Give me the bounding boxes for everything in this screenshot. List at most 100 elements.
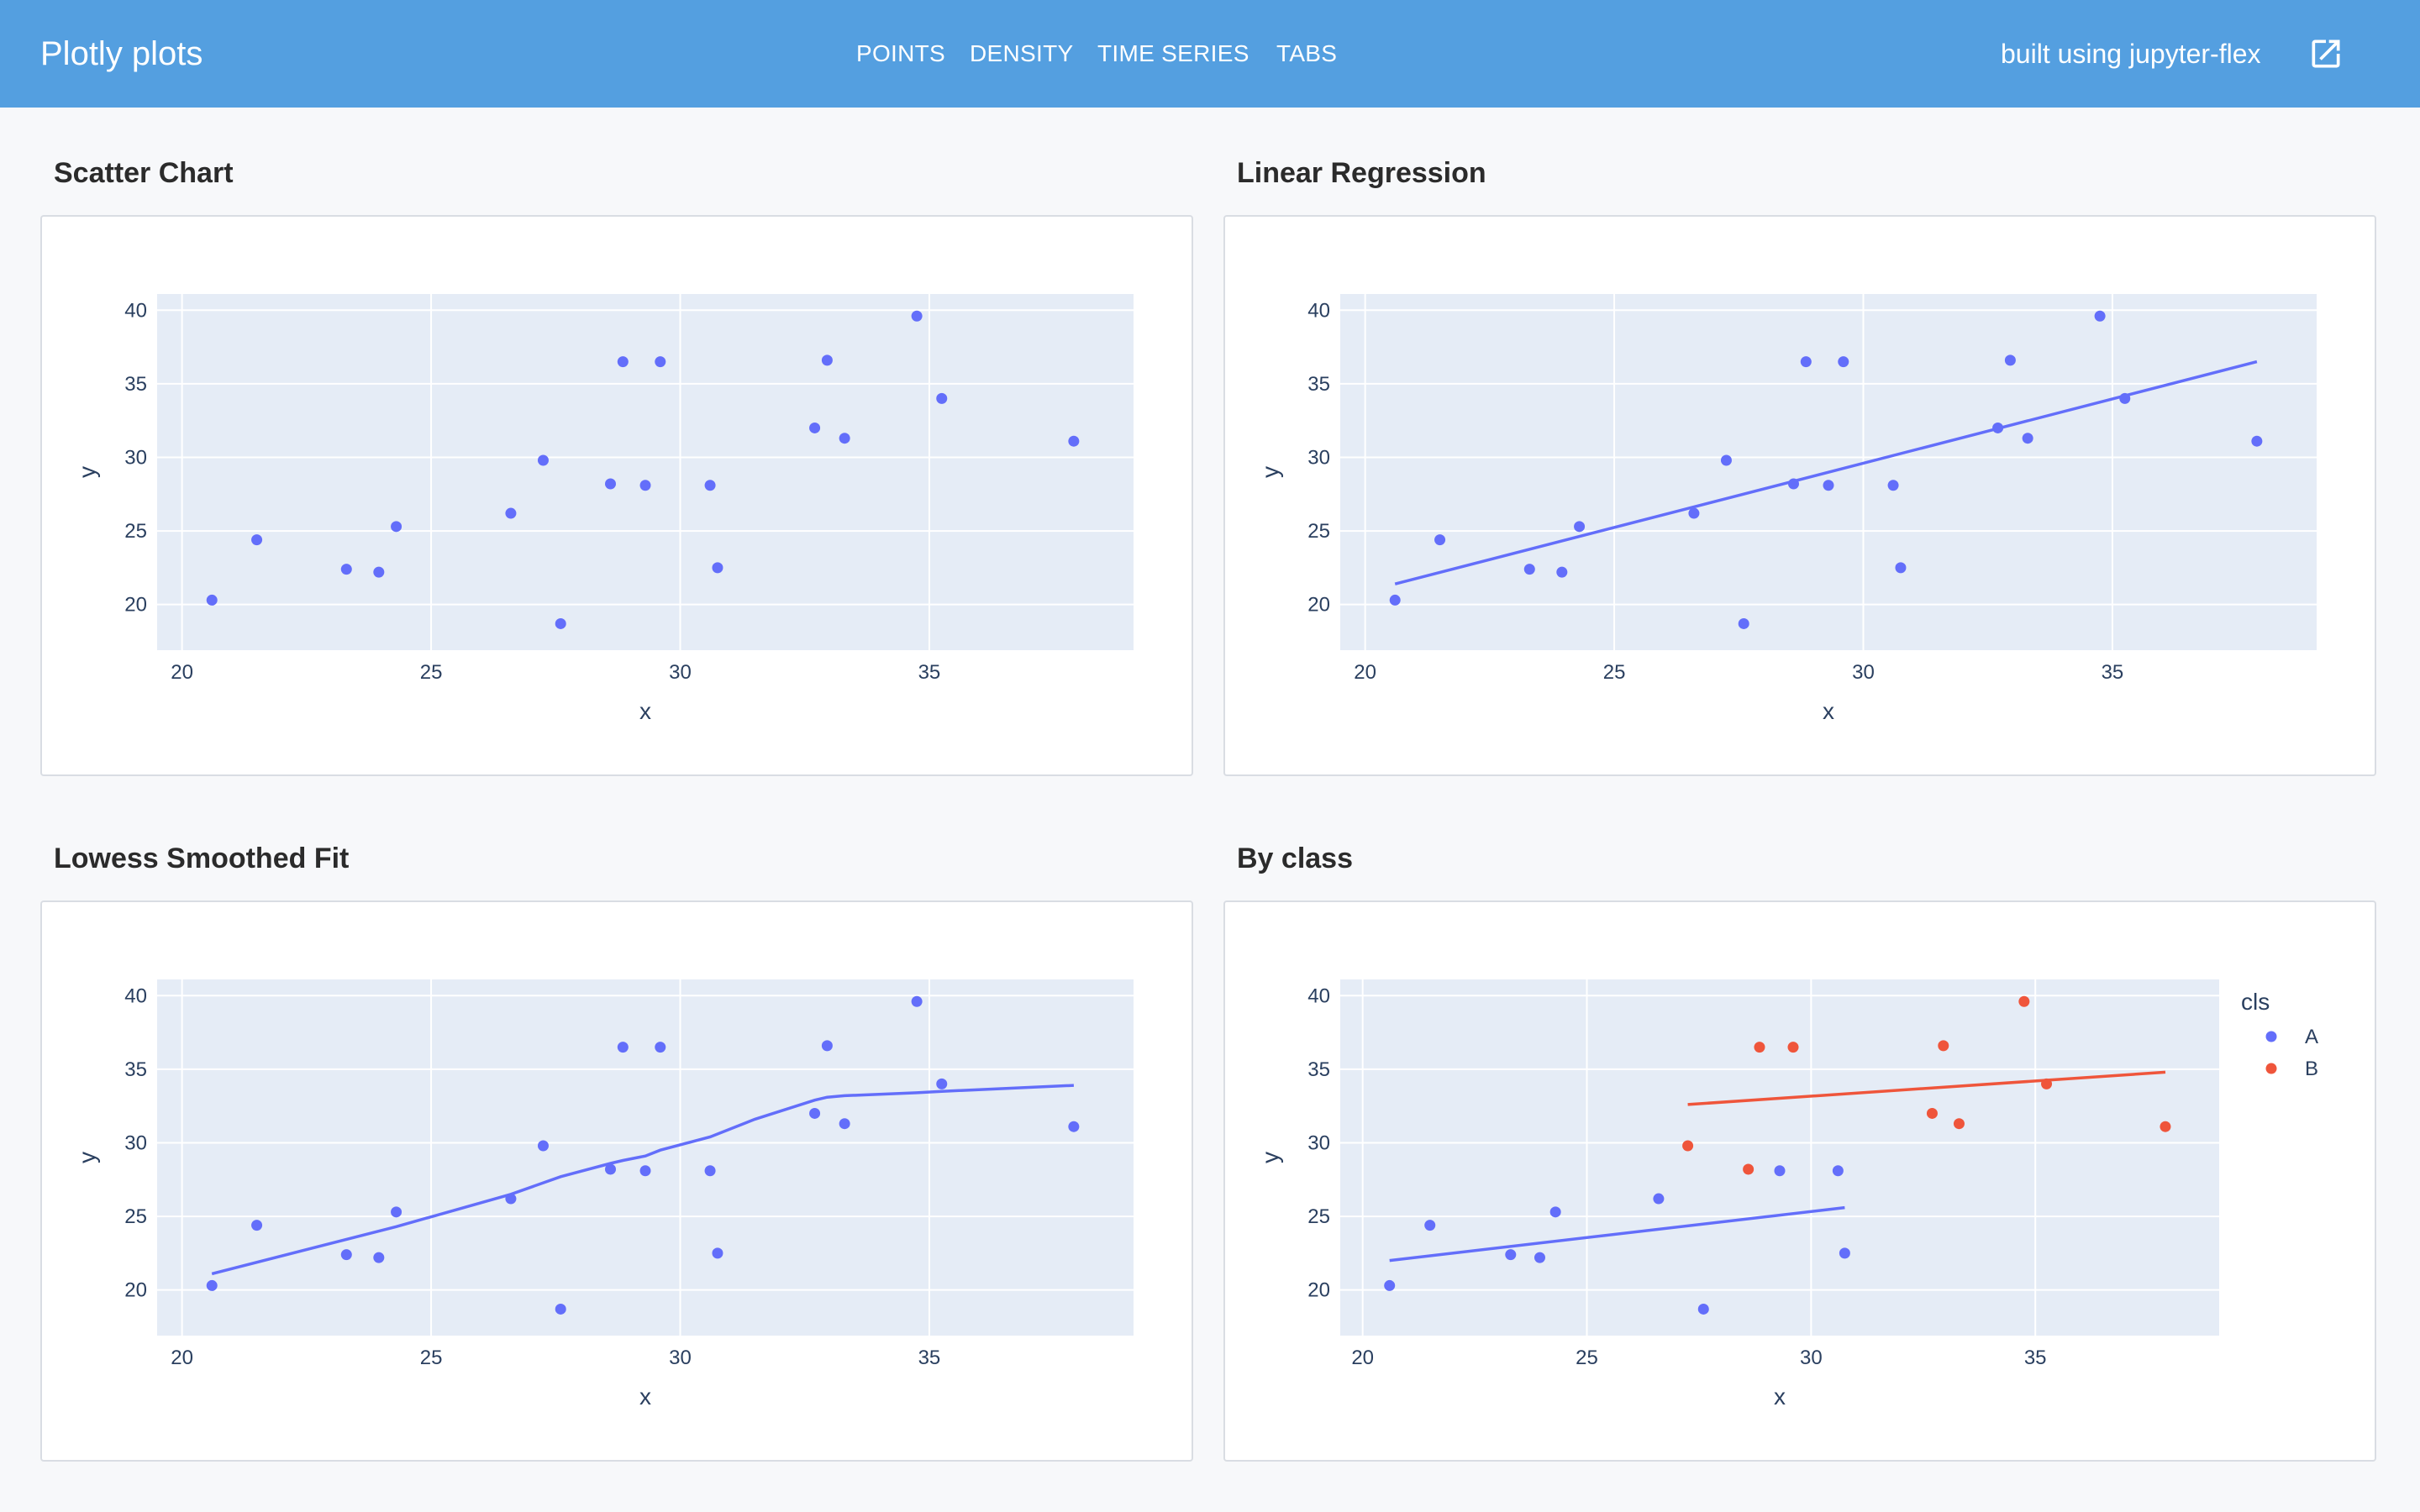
data-point [1887,480,1899,491]
trendline [1687,1070,2166,1106]
data-point [1738,617,1749,629]
data-point [617,1042,629,1053]
data-point [712,1247,723,1259]
data-point [1068,1121,1080,1132]
data-point [340,1249,352,1261]
y-tick-label: 25 [124,520,147,543]
data-point [2004,354,2016,366]
card-title-linear-regression: Linear Regression [1237,157,1486,189]
card-title-lowess-smoothed-fit: Lowess Smoothed Fit [54,843,350,874]
data-point [1434,534,1446,546]
data-point [1839,1247,1850,1259]
x-tick-label: 30 [1852,661,1875,684]
trendline [1389,1205,1845,1263]
y-axis-label: y [74,1152,100,1163]
y-axis-label: y [74,466,100,478]
scatter-chart[interactable]: 20 25 30 35 20 25 30 35 40 x y [42,217,1195,778]
x-tick-label: 35 [918,661,941,684]
data-point [1926,1107,1938,1119]
data-point [1523,564,1535,575]
app-title[interactable]: Plotly plots [40,35,203,72]
x-tick-label: 30 [669,1347,692,1369]
nav-item-tabs[interactable]: TABS [1276,40,1338,66]
data-point [639,480,651,491]
y-tick-label: 40 [1307,299,1330,322]
data-point [373,1252,385,1263]
legend-marker [2265,1031,2277,1042]
data-point [911,995,923,1007]
legend-title: cls [2241,989,2270,1015]
plot-area [157,294,1134,650]
y-tick-label: 35 [1307,373,1330,396]
data-point [605,478,616,490]
y-tick-label: 35 [124,373,147,396]
top-navbar: Plotly plots POINTS DENSITY TIME SERIES … [0,0,2420,108]
data-point [1800,356,1812,368]
data-point [1549,1206,1561,1218]
data-point [821,1040,833,1052]
data-point [251,1220,263,1231]
y-tick-label: 40 [124,299,147,322]
y-tick-label: 30 [124,1131,147,1154]
y-tick-label: 35 [1307,1058,1330,1081]
linear-regression-chart[interactable]: 20 25 30 35 20 25 30 35 40 x y [1225,217,2378,778]
by-class-chart[interactable]: 20 25 30 35 20 25 30 35 40 x y cls AB [1225,902,2378,1463]
x-tick-label: 20 [1354,661,1376,684]
data-point [1832,1165,1844,1177]
y-axis-label: y [1257,466,1283,478]
data-point [1953,1118,1965,1130]
data-point [1068,435,1080,447]
data-point [2119,392,2131,404]
data-point [1505,1249,1517,1261]
data-point [2094,310,2106,322]
data-point [712,562,723,574]
x-tick-label: 25 [1603,661,1626,684]
x-tick-label: 20 [171,1347,193,1369]
data-point [1556,566,1568,578]
x-tick-label: 30 [669,661,692,684]
data-point [251,534,263,546]
nav-item-time-series[interactable]: TIME SERIES [1097,40,1249,66]
data-point [1787,1042,1799,1053]
data-point [340,564,352,575]
data-point [809,1107,821,1119]
built-using-link[interactable]: built using jupyter-flex [2001,39,2261,69]
data-point [1697,1303,1709,1315]
x-tick-label: 35 [918,1347,941,1369]
data-point [1424,1220,1436,1231]
x-tick-label: 25 [420,661,443,684]
data-point [1823,480,1834,491]
nav-item-points[interactable]: POINTS [856,40,946,66]
nav-item-density[interactable]: DENSITY [970,40,1074,66]
card-title-scatter-chart: Scatter Chart [54,157,234,189]
data-point [206,1279,218,1291]
data-point [2018,995,2030,1007]
legend-label: B [2305,1058,2318,1080]
trendline [1394,360,2258,585]
data-point [2041,1078,2053,1089]
data-point [1653,1193,1665,1205]
data-point [1895,562,1907,574]
data-point [1788,478,1799,490]
plot-area [157,979,1134,1336]
data-point [391,1206,402,1218]
data-point [821,354,833,366]
data-point [1384,1279,1396,1291]
data-point [1389,594,1401,606]
data-point [809,422,821,433]
external-link-icon[interactable] [2307,35,2344,72]
data-point [655,1042,666,1053]
data-point [1838,356,1849,368]
plot-area [1340,979,2219,1336]
data-point [1720,454,1732,466]
y-axis-label: y [1257,1152,1283,1163]
data-point [391,521,402,533]
data-point [639,1165,651,1177]
data-point [1754,1042,1765,1053]
chart-card-by-class: 20 25 30 35 20 25 30 35 40 x y cls A B [1223,900,2376,1462]
x-tick-label: 35 [2024,1347,2047,1369]
data-point [2251,435,2263,447]
data-point [537,454,549,466]
lowess-chart[interactable]: 20 25 30 35 20 25 30 35 40 x y [42,902,1195,1463]
y-tick-label: 30 [124,446,147,469]
